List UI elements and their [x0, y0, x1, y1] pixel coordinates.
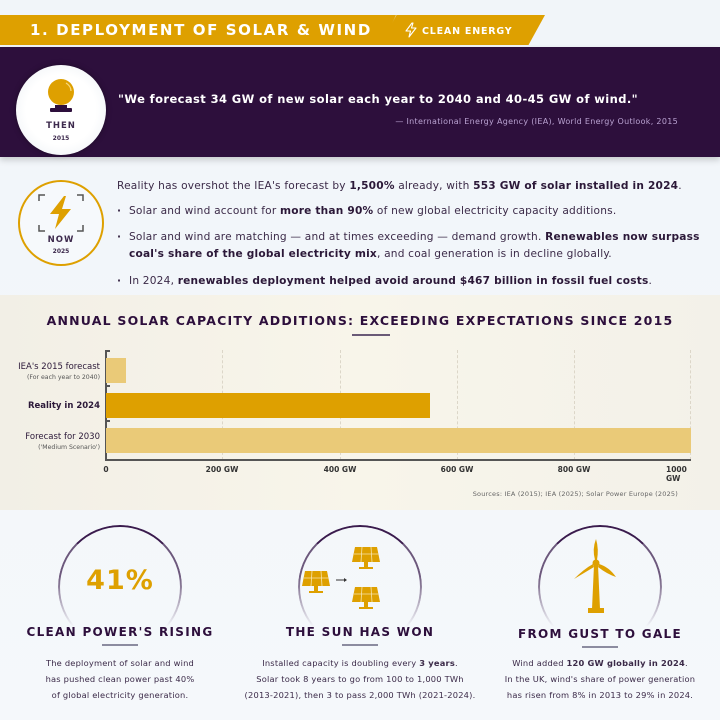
bullet-item: Solar and wind account for more than 90%… — [117, 202, 707, 220]
wind-turbine-icon — [572, 539, 620, 619]
clean-power-stat: 41% — [86, 565, 154, 596]
arc-decoration — [58, 525, 182, 649]
crystal-ball-icon — [46, 77, 76, 123]
x-axis — [105, 459, 691, 461]
highlight-solar-installed: 553 GW of solar installed in 2024 — [473, 180, 679, 192]
now-label: NOW — [47, 235, 75, 245]
card-divider — [582, 646, 618, 648]
bullet-item: In 2024, renewables deployment helped av… — [117, 272, 707, 290]
highlight-overshoot: 1,500% — [349, 180, 395, 192]
card-heading: THE SUN HAS WON — [285, 625, 435, 639]
card-heading: CLEAN POWER'S RISING — [26, 625, 214, 639]
now-year: 2025 — [52, 248, 70, 255]
bar-iea-2015-forecast — [106, 358, 126, 383]
y-tick — [105, 350, 110, 352]
card-divider — [102, 644, 138, 646]
text: already, with — [394, 180, 474, 192]
y-tick — [105, 385, 110, 387]
category-label: Forecast for 2030 ('Medium Scenario') — [25, 432, 100, 451]
then-label: THEN — [46, 121, 76, 131]
card-body: The deployment of solar and wind has pus… — [45, 658, 195, 700]
card-body: Wind added 120 GW globally in 2024. In t… — [504, 658, 696, 700]
then-year: 2015 — [52, 135, 70, 142]
x-tick-label: 400 GW — [323, 465, 357, 474]
reality-bullets: Solar and wind account for more than 90%… — [117, 202, 707, 290]
text: Reality has overshot the IEA's forecast … — [117, 180, 350, 192]
bar-reality-2024 — [106, 393, 430, 418]
text: . — [678, 180, 682, 192]
category-tag: CLEAN ENERGY — [380, 15, 545, 45]
arc-decoration — [298, 525, 422, 649]
solar-panels-doubling-icon — [300, 546, 420, 621]
lightning-bolt-icon — [37, 193, 85, 237]
card-gust-to-gale: FROM GUST TO GALE Wind added 120 GW glob… — [480, 525, 720, 720]
x-tick-label: 800 GW — [557, 465, 591, 474]
category-tag-label: CLEAN ENERGY — [422, 26, 513, 37]
gridline — [457, 350, 458, 460]
card-body: Installed capacity is doubling every 3 y… — [244, 658, 476, 700]
section-header: 1. DEPLOYMENT OF SOLAR & WIND CLEAN ENER… — [0, 15, 545, 45]
chart-sources: Sources: IEA (2015); IEA (2025); Solar P… — [472, 490, 678, 498]
solar-capacity-chart: ANNUAL SOLAR CAPACITY ADDITIONS: EXCEEDI… — [0, 295, 720, 510]
gridline — [690, 350, 691, 460]
bar-forecast-2030 — [106, 428, 691, 453]
then-badge: THEN 2015 — [16, 65, 106, 155]
section-title: 1. DEPLOYMENT OF SOLAR & WIND — [30, 21, 372, 39]
card-clean-power: 41% CLEAN POWER'S RISING The deployment … — [0, 525, 240, 720]
quote-source: — International Energy Agency (IEA), Wor… — [395, 117, 678, 126]
gridline — [574, 350, 575, 460]
reality-summary: Reality has overshot the IEA's forecast … — [117, 180, 707, 299]
chart-title: ANNUAL SOLAR CAPACITY ADDITIONS: EXCEEDI… — [46, 313, 674, 328]
card-heading: FROM GUST TO GALE — [517, 627, 682, 641]
section-title-banner: 1. DEPLOYMENT OF SOLAR & WIND — [0, 15, 396, 45]
now-badge: NOW 2025 — [18, 180, 104, 266]
then-quote-band: THEN 2015 "We forecast 34 GW of new sola… — [0, 47, 720, 157]
card-divider — [342, 644, 378, 646]
x-tick-label: 600 GW — [440, 465, 474, 474]
x-tick-label: 0 — [103, 465, 109, 474]
reality-intro: Reality has overshot the IEA's forecast … — [117, 180, 707, 193]
category-label: IEA's 2015 forecast (For each year to 20… — [18, 362, 100, 381]
x-tick-label: 200 GW — [205, 465, 239, 474]
y-axis — [105, 350, 107, 460]
lightning-bolt-outline-icon — [404, 22, 418, 41]
card-sun-has-won: THE SUN HAS WON Installed capacity is do… — [240, 525, 480, 720]
iea-quote: "We forecast 34 GW of new solar each yea… — [118, 92, 639, 106]
arc-decoration — [538, 525, 662, 649]
bullet-item: Solar and wind are matching — and at tim… — [117, 229, 707, 263]
title-divider — [352, 334, 390, 336]
y-tick — [105, 420, 110, 422]
x-tick-label: 1000 GW — [666, 465, 687, 483]
category-label: Reality in 2024 — [27, 401, 100, 411]
